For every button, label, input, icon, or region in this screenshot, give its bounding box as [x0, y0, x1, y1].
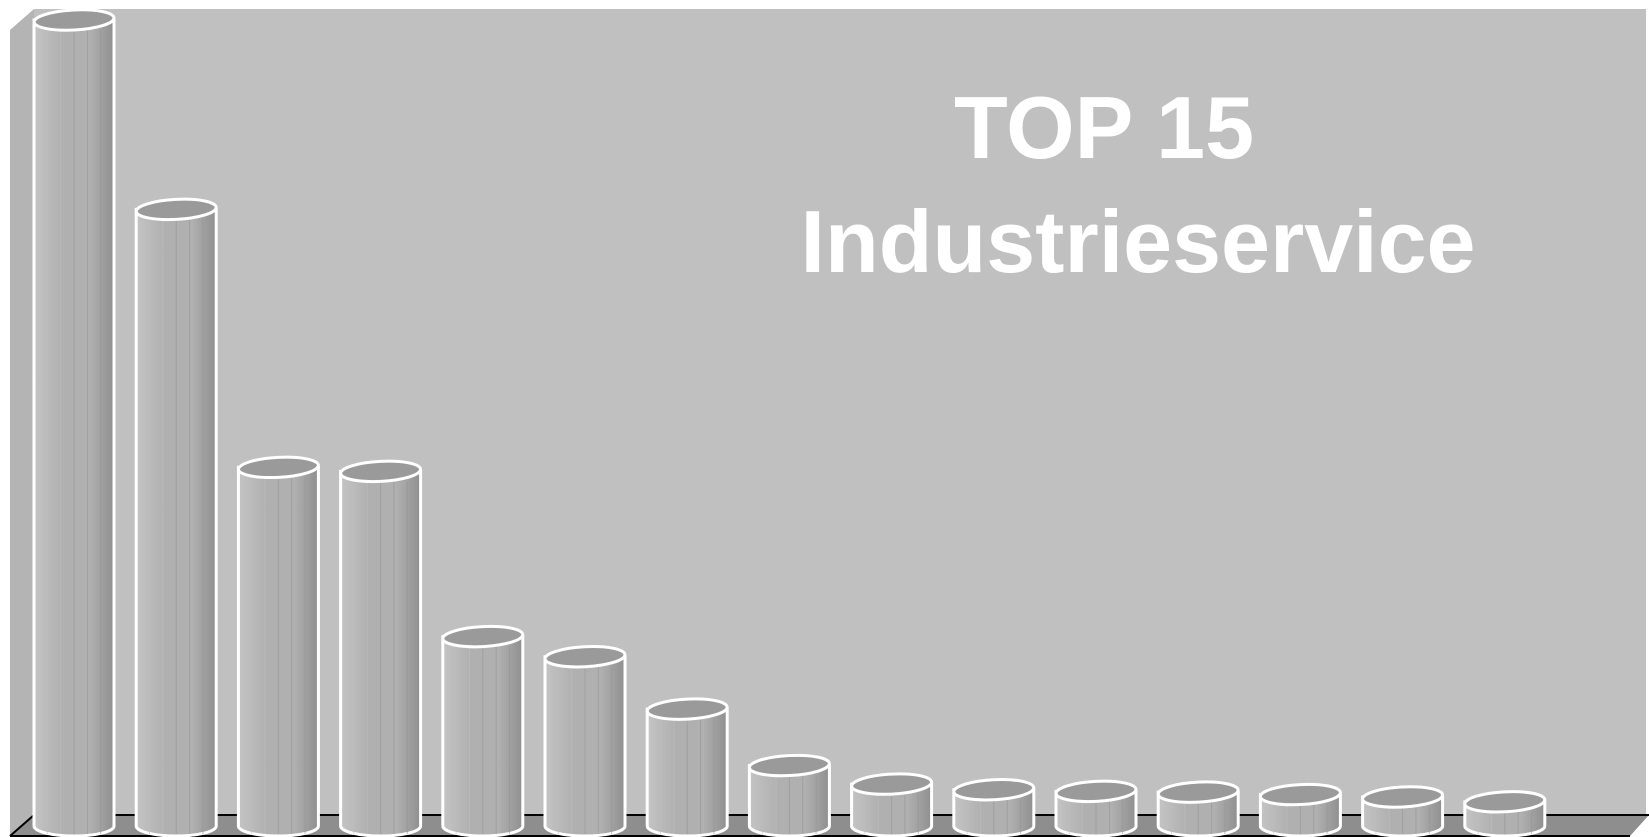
bar-7: [645, 697, 729, 837]
bar-4: [339, 459, 423, 837]
bar-top: [236, 455, 320, 480]
bar-top: [543, 645, 627, 669]
bar-top: [747, 753, 831, 778]
bar-15: [1463, 790, 1547, 837]
floor-left-edge: [9, 814, 35, 837]
bar-1: [32, 8, 116, 837]
bar-top: [1258, 782, 1342, 807]
bar-top: [850, 772, 934, 796]
bar-6: [543, 645, 627, 837]
chart-title-line-2: Industrieservice: [801, 192, 1476, 291]
bar-top: [134, 197, 218, 222]
bar-10: [952, 778, 1036, 837]
bar-top: [32, 8, 116, 32]
chart-title-line-1: TOP 15: [954, 78, 1254, 177]
bar-5: [441, 624, 525, 837]
bar-3: [236, 455, 320, 837]
bar-13: [1258, 782, 1342, 837]
bar-top: [1156, 780, 1240, 804]
bar-14: [1361, 785, 1445, 837]
chart-side-wall: [10, 9, 34, 837]
bar-top: [339, 459, 423, 484]
bar-top: [1463, 790, 1547, 814]
bar-top: [1361, 785, 1445, 809]
bar-top: [645, 697, 729, 721]
bar-8: [747, 753, 831, 837]
bar-2: [134, 197, 218, 837]
bar-11: [1054, 779, 1138, 837]
bar-12: [1156, 780, 1240, 837]
bar-top: [952, 778, 1036, 802]
bar-top: [1054, 779, 1138, 804]
bar-9: [850, 772, 934, 837]
bar-top: [441, 624, 525, 649]
bar-series: [32, 8, 1547, 837]
